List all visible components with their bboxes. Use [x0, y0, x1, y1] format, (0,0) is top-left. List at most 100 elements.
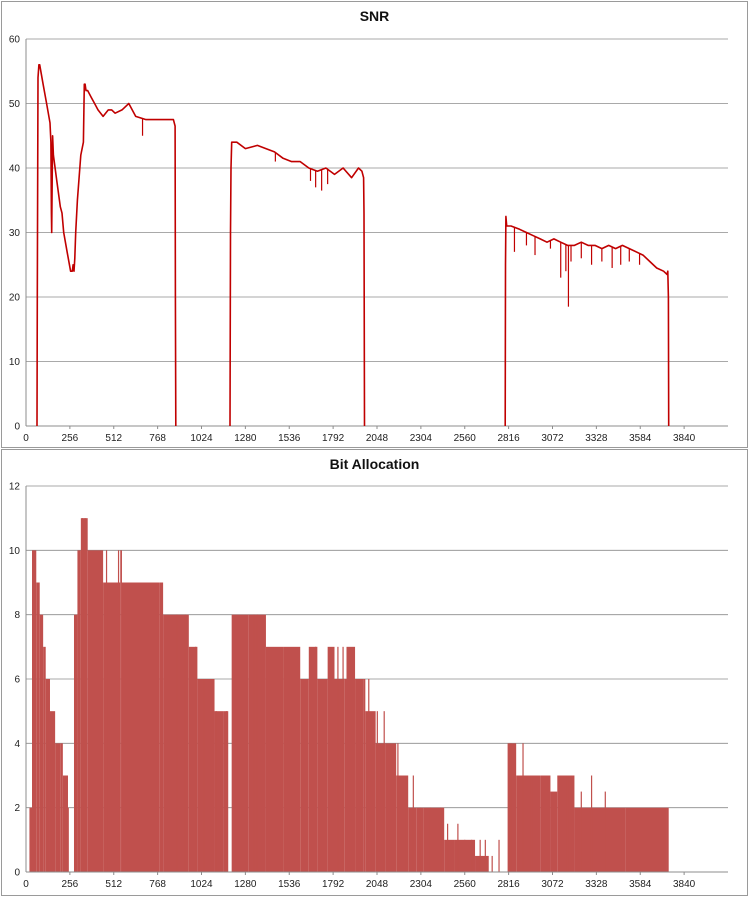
bit-allocation-spike	[315, 646, 317, 872]
bit-allocation-spike	[368, 679, 370, 872]
x-tick-label: 0	[23, 879, 29, 890]
x-tick-label: 1024	[190, 433, 213, 444]
chart-title: Bit Allocation	[329, 456, 420, 472]
bit-allocation-spike	[397, 743, 399, 872]
x-tick-label: 512	[105, 433, 122, 444]
bit-allocation-bar	[39, 614, 44, 872]
bit-allocation-spike	[412, 775, 414, 872]
x-tick-label: 2816	[498, 879, 521, 890]
bit-allocation-spike	[429, 807, 432, 872]
chart-title: SNR	[359, 8, 390, 24]
bit-allocation-spike	[256, 614, 258, 872]
bit-allocation-bar	[317, 679, 328, 872]
x-tick-label: 768	[149, 879, 166, 890]
y-tick-label: 20	[9, 293, 21, 304]
bit-allocation-spike	[479, 839, 481, 872]
bit-allocation-bar	[45, 679, 50, 872]
bit-allocation-spike	[383, 711, 385, 872]
bit-allocation-bar	[550, 791, 558, 872]
bit-allocation-bar	[32, 550, 37, 872]
snr-series-line	[504, 215, 670, 427]
bit-allocation-bar	[231, 614, 249, 872]
bit-allocation-chart-panel: Bit Allocation 0 2 4 6 8 10 12 0 256 512 768 1024 12…	[1, 449, 748, 896]
y-tick-label: 60	[9, 35, 21, 46]
bit-allocation-bar	[344, 679, 347, 872]
bit-allocation-spike	[471, 839, 473, 872]
x-tick-label: 512	[105, 879, 122, 890]
x-tick-label: 2048	[366, 433, 389, 444]
bit-allocation-spike	[84, 518, 86, 872]
bit-allocation-bar	[423, 807, 445, 872]
bit-allocation-bar	[557, 775, 575, 872]
bit-allocation-bar	[396, 775, 409, 872]
bit-allocation-bar	[62, 775, 68, 872]
x-tick-label: 1280	[234, 433, 257, 444]
bit-allocation-bar	[73, 614, 78, 872]
snr-series-line	[36, 63, 177, 427]
bit-allocation-bar	[408, 807, 417, 872]
bit-allocation-spike	[81, 518, 84, 872]
bit-allocation-spike	[580, 791, 582, 872]
bit-allocation-spike	[457, 823, 459, 872]
y-tick-label: 6	[14, 675, 20, 686]
bit-allocation-spike	[510, 743, 512, 872]
bit-allocation-bar	[77, 550, 81, 872]
bit-allocation-spike	[419, 807, 421, 872]
bit-allocation-bar	[60, 743, 63, 872]
x-tick-label: 2304	[410, 433, 433, 444]
bit-allocation-spike	[522, 743, 524, 872]
x-tick-label: 3840	[673, 433, 696, 444]
bit-allocation-bar	[188, 646, 198, 872]
bit-allocation-bar	[334, 679, 345, 872]
x-tick-label: 2560	[454, 879, 477, 890]
bit-allocation-spike	[342, 646, 344, 872]
bit-allocation-spike	[447, 823, 449, 872]
bit-allocation-bar	[80, 518, 88, 872]
bit-allocation-bar	[540, 775, 551, 872]
bit-allocation-spike	[215, 711, 217, 872]
bit-allocation-bar	[55, 743, 61, 872]
bit-allocation-bar	[283, 646, 301, 872]
bit-allocation-bar	[516, 775, 541, 872]
x-tick-label: 256	[62, 879, 79, 890]
bit-allocation-bar	[507, 743, 517, 872]
bit-allocation-bar	[365, 711, 376, 872]
x-tick-label: 3584	[629, 433, 652, 444]
bit-allocation-spike	[405, 775, 408, 872]
bit-allocation-bar	[163, 614, 189, 872]
bit-allocation-bar	[159, 582, 164, 872]
bit-allocation-bar	[625, 807, 667, 872]
bit-allocation-bar	[214, 711, 224, 872]
bit-allocation-bar	[49, 711, 56, 872]
x-tick-label: 768	[149, 433, 166, 444]
x-tick-label: 2560	[454, 433, 477, 444]
x-tick-label: 3072	[541, 879, 564, 890]
x-tick-label: 1792	[322, 433, 345, 444]
bit-allocation-spike	[117, 550, 120, 872]
bit-allocation-bar	[87, 550, 104, 872]
x-tick-label: 1280	[234, 879, 257, 890]
bit-allocation-spike	[376, 711, 378, 872]
bit-allocation-bar	[43, 646, 46, 872]
bit-allocation-bar	[197, 679, 215, 872]
y-tick-label: 8	[14, 610, 20, 621]
bit-allocation-bar	[36, 582, 40, 872]
y-tick-label: 10	[9, 546, 21, 557]
y-tick-label: 40	[9, 164, 21, 175]
bit-allocation-bar	[103, 582, 121, 872]
bit-allocation-bar	[385, 743, 397, 872]
x-tick-label: 3328	[585, 879, 608, 890]
bit-allocation-bar	[666, 807, 669, 872]
y-tick-label: 0	[14, 422, 20, 433]
bit-allocation-bar	[444, 839, 455, 872]
bit-allocation-spike	[560, 775, 562, 872]
bit-allocation-spike	[604, 791, 606, 872]
bit-allocation-spike	[337, 646, 339, 872]
x-tick-label: 3840	[673, 879, 696, 890]
y-tick-label: 4	[14, 739, 20, 750]
bit-allocation-bar	[475, 855, 489, 872]
snr-chart-panel: SNR 0 10 20 30 40 50 60 0 256 512 768 1024 1280 1536 1…	[1, 1, 748, 448]
bit-allocation-bar	[346, 646, 356, 872]
x-tick-label: 3584	[629, 879, 652, 890]
y-tick-label: 50	[9, 99, 21, 110]
